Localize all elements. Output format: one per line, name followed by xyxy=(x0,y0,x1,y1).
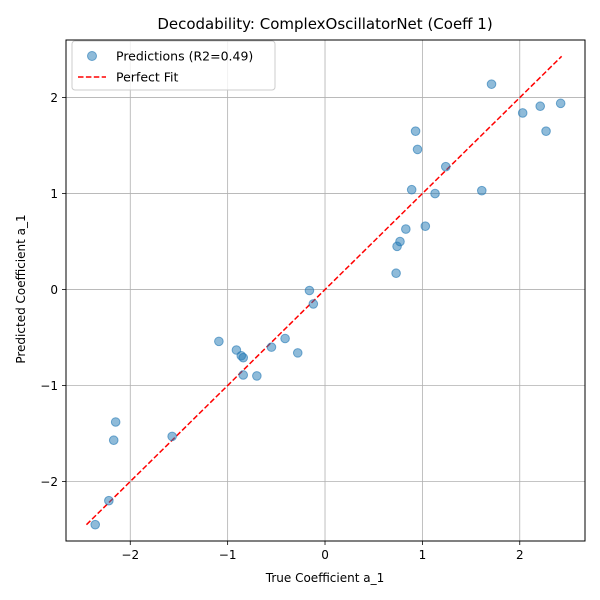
prediction-point xyxy=(541,126,551,136)
prediction-point xyxy=(440,161,451,172)
y-tick-label: −2 xyxy=(40,475,58,489)
x-tick-label: 2 xyxy=(516,548,524,562)
legend: Predictions (R2=0.49) Perfect Fit xyxy=(71,40,276,91)
prediction-point xyxy=(410,126,421,136)
prediction-points xyxy=(90,79,566,530)
x-tick-label: −2 xyxy=(121,548,139,562)
prediction-point xyxy=(167,431,177,442)
legend-box xyxy=(71,40,276,91)
prediction-point xyxy=(104,495,114,506)
prediction-point xyxy=(308,299,319,309)
prediction-point xyxy=(108,435,119,446)
axis-ticks: −2 −1 0 1 2 −2 −1 0 1 2 xyxy=(40,91,523,562)
y-tick-label: 2 xyxy=(50,91,58,105)
prediction-point xyxy=(486,79,497,89)
prediction-point xyxy=(430,188,440,199)
prediction-point xyxy=(412,144,423,155)
prediction-point xyxy=(420,221,431,231)
prediction-point xyxy=(280,333,290,344)
x-axis-title: True Coefficient a_1 xyxy=(265,571,384,585)
legend-scatter-marker xyxy=(87,51,97,61)
legend-label-predictions: Predictions (R2=0.49) xyxy=(116,49,253,64)
prediction-point xyxy=(90,519,101,530)
y-tick-label: 0 xyxy=(50,283,58,297)
perfect-fit-layer xyxy=(85,55,563,526)
prediction-point xyxy=(476,185,487,196)
plot-frame xyxy=(65,39,586,542)
y-axis-title: Predicted Coefficient a_1 xyxy=(14,214,28,363)
prediction-point xyxy=(238,352,249,363)
prediction-point xyxy=(517,108,528,118)
prediction-point xyxy=(304,285,315,296)
prediction-point xyxy=(266,342,277,352)
prediction-point xyxy=(252,371,262,381)
prediction-point xyxy=(395,236,405,247)
chart-title: Decodability: ComplexOscillatorNet (Coef… xyxy=(157,15,492,33)
prediction-point xyxy=(110,417,121,427)
grid xyxy=(66,40,585,541)
legend-label-perfect-fit: Perfect Fit xyxy=(116,70,179,85)
prediction-point xyxy=(406,184,417,195)
prediction-point xyxy=(401,224,411,234)
x-tick-label: −1 xyxy=(219,548,237,562)
prediction-point xyxy=(238,370,249,380)
prediction-point xyxy=(555,98,566,109)
prediction-point xyxy=(535,101,546,112)
y-tick-label: −1 xyxy=(40,379,58,393)
prediction-point xyxy=(391,268,401,279)
y-tick-label: 1 xyxy=(50,187,58,201)
prediction-point xyxy=(214,336,224,347)
x-tick-label: 1 xyxy=(419,548,427,562)
prediction-point xyxy=(292,348,303,358)
x-tick-label: 0 xyxy=(321,548,329,562)
perfect-fit-line xyxy=(85,55,563,526)
